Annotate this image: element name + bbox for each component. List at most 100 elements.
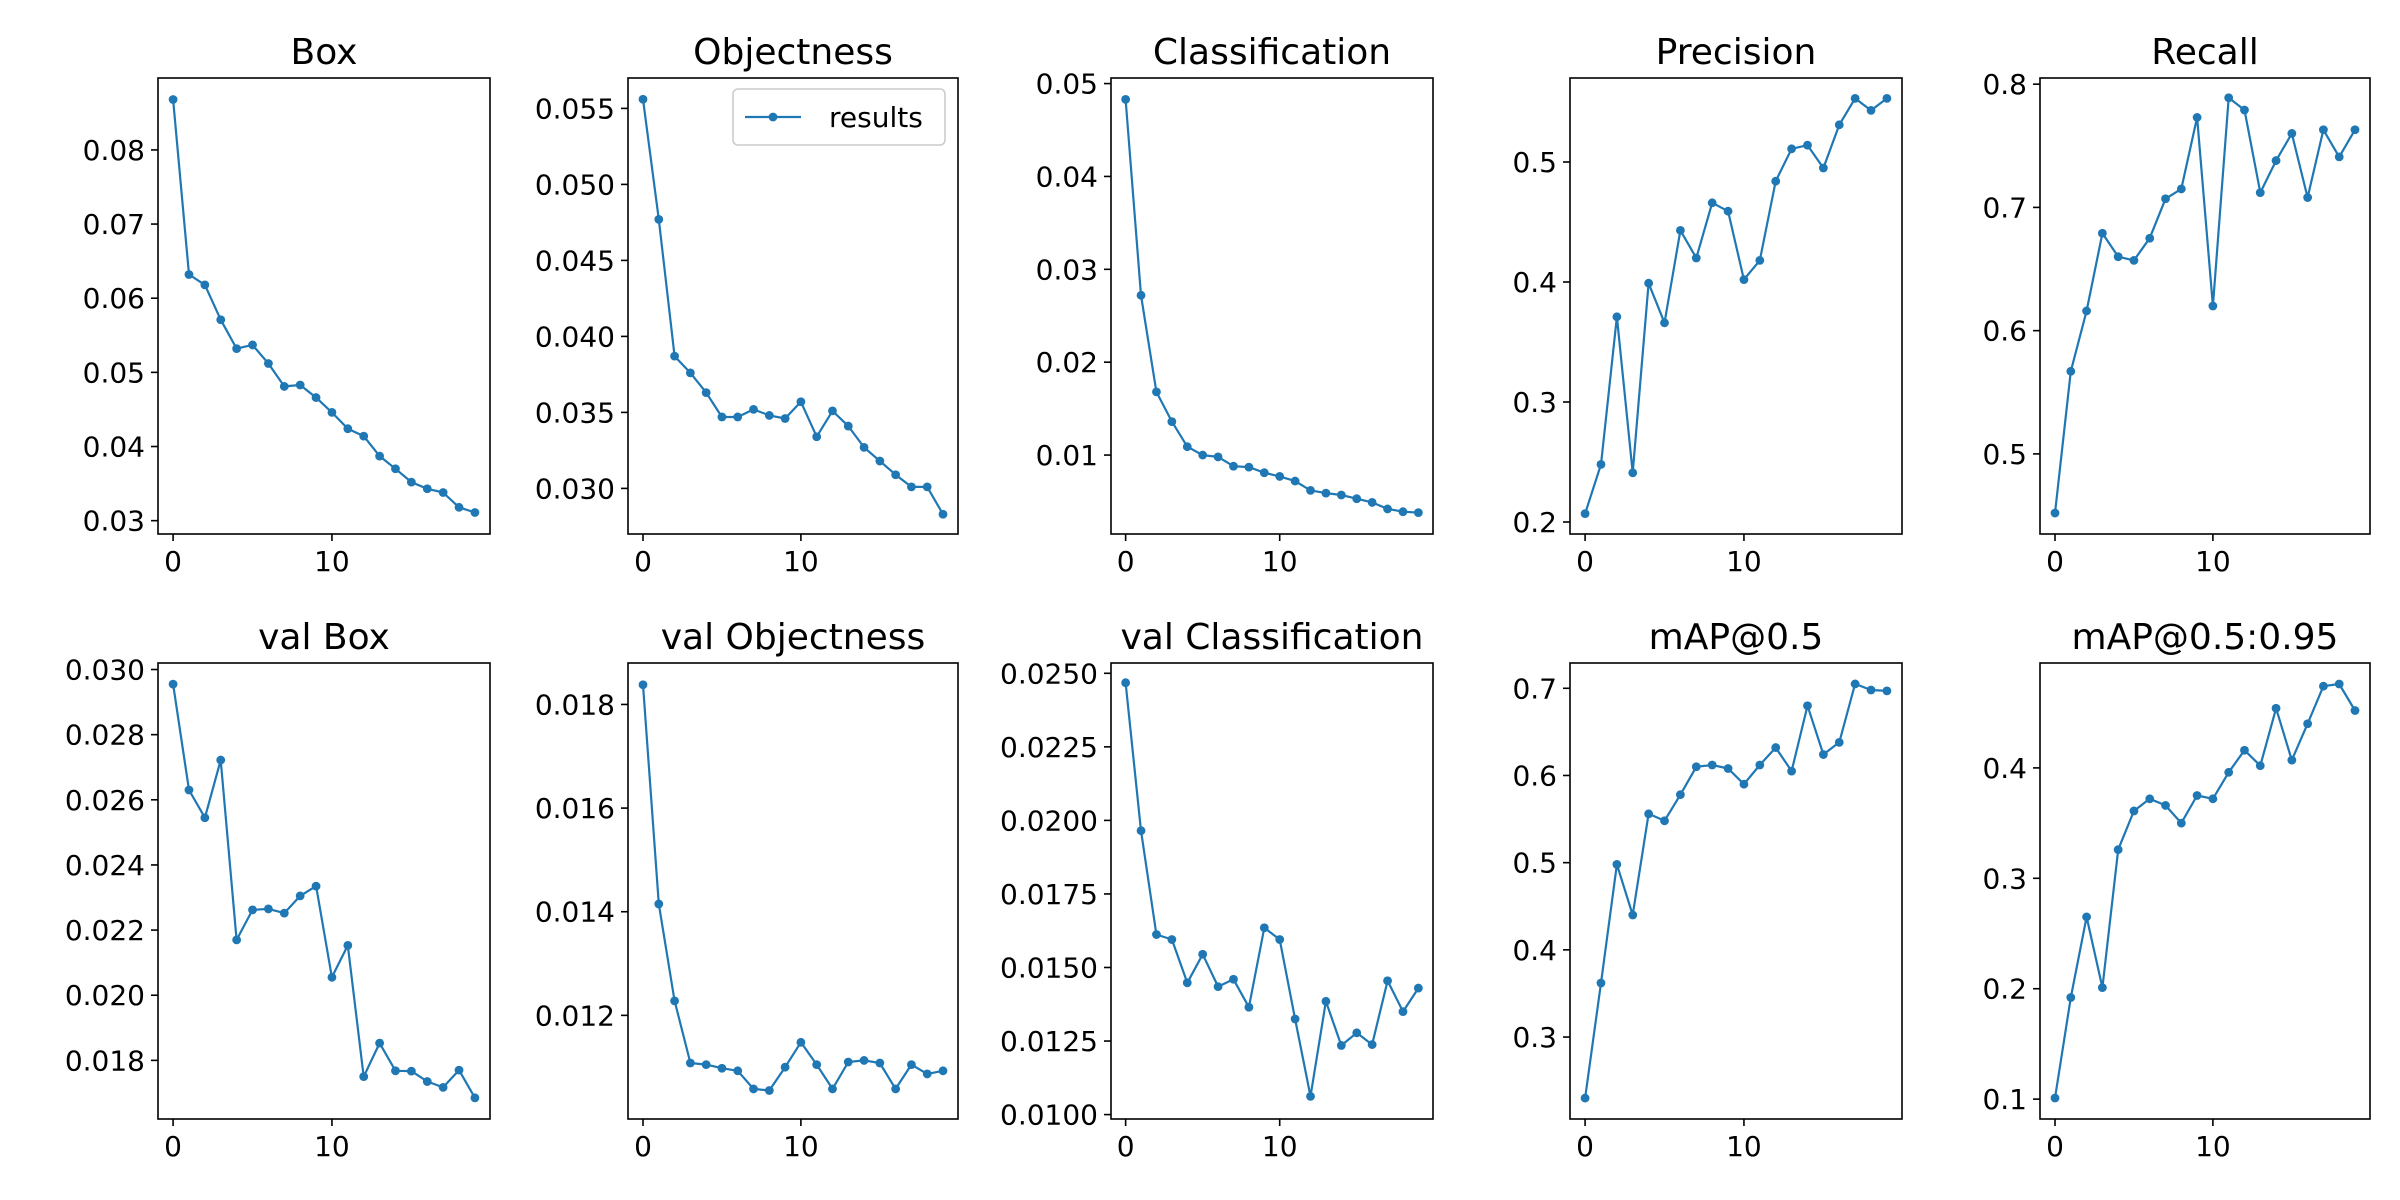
data-point <box>1612 312 1622 322</box>
data-point <box>1306 485 1315 495</box>
y-tick-label: 0.0100 <box>1000 1099 1098 1132</box>
data-point <box>1352 1028 1362 1038</box>
data-point <box>391 1066 400 1076</box>
series-line <box>1124 99 1419 514</box>
data-point <box>654 214 664 224</box>
data-point <box>470 1093 480 1103</box>
data-point <box>311 881 321 891</box>
data-point <box>685 1058 695 1068</box>
data-point <box>733 412 743 422</box>
x-tick-label: 0 <box>1117 1130 1135 1163</box>
y-tick-label: 0.3 <box>1512 386 1557 419</box>
x-tick-label: 10 <box>314 1130 350 1163</box>
axes-frame <box>1569 662 1903 1120</box>
subplot-title: val Objectness <box>661 617 926 658</box>
data-point <box>2050 1093 2060 1103</box>
x-tick-label: 0 <box>1576 1130 1594 1163</box>
subplot-title: Classification <box>1153 32 1391 73</box>
data-point <box>295 380 305 390</box>
axes-frame <box>627 77 959 535</box>
data-point <box>1383 504 1392 514</box>
y-tick-label: 0.3 <box>1512 1021 1557 1054</box>
data-point <box>1244 462 1254 472</box>
data-point <box>1755 760 1765 770</box>
y-tick-label: 0.03 <box>83 505 145 538</box>
y-tick-label: 0.3 <box>1982 862 2027 895</box>
data-point <box>406 1066 416 1076</box>
data-point <box>2271 156 2281 165</box>
data-point <box>2208 301 2218 311</box>
data-point <box>406 477 416 487</box>
data-point <box>1213 452 1223 462</box>
y-tick-label: 0.014 <box>535 896 615 929</box>
subplot-val-classification: val Classification 0.0100 0.0125 0.0150 0.01… <box>1000 617 1434 1163</box>
data-point <box>1367 1040 1377 1049</box>
data-point <box>2208 794 2218 804</box>
data-point <box>1580 509 1590 518</box>
data-point <box>685 368 695 378</box>
data-point <box>1244 1002 1254 1012</box>
data-point <box>1413 508 1423 518</box>
data-point <box>1882 686 1892 696</box>
subplot-title: val Box <box>258 617 390 658</box>
data-point <box>1723 206 1733 216</box>
y-tick-label: 0.04 <box>1036 160 1098 193</box>
y-tick-label: 0.5 <box>1512 847 1557 880</box>
data-point <box>1413 983 1423 993</box>
data-point <box>359 431 369 441</box>
data-point <box>1136 290 1146 300</box>
data-point <box>1367 498 1377 507</box>
subplot-map-0-5: mAP@0.5 0.3 0.4 0.5 0.6 0.7 0 10 <box>1512 617 1903 1163</box>
data-point <box>1275 935 1285 944</box>
y-tick-label: 0.0150 <box>1000 951 1098 984</box>
data-point <box>1290 476 1300 486</box>
data-point <box>1850 94 1860 103</box>
y-tick-label: 0.06 <box>83 282 145 315</box>
data-point <box>922 1069 932 1079</box>
y-tick-label: 0.018 <box>535 688 615 721</box>
data-point <box>717 1063 727 1073</box>
data-point <box>1152 930 1161 939</box>
y-tick-label: 0.1 <box>1982 1083 2027 1116</box>
data-point <box>184 270 194 279</box>
data-point <box>1739 275 1749 284</box>
data-point <box>359 1072 369 1082</box>
y-tick-label: 0.035 <box>535 396 615 429</box>
data-point <box>1321 488 1331 498</box>
data-point <box>1644 278 1654 288</box>
data-point <box>1628 468 1638 478</box>
data-point <box>654 899 664 909</box>
x-tick-label: 10 <box>1726 545 1762 578</box>
data-point <box>1290 1014 1300 1024</box>
data-point <box>1707 198 1717 208</box>
subplot-box: Box 0.03 0.04 0.05 0.06 0.07 0.08 0 10 <box>83 32 491 578</box>
data-point <box>1803 701 1812 711</box>
data-point <box>1834 120 1844 130</box>
data-point <box>2271 703 2281 713</box>
x-tick-label: 0 <box>634 545 652 578</box>
data-point <box>1612 860 1622 869</box>
data-point <box>1259 923 1269 933</box>
data-point <box>1229 461 1238 471</box>
series-line <box>2053 96 2356 514</box>
data-point <box>1596 460 1606 469</box>
axes-frame <box>1110 77 1434 535</box>
data-point <box>1275 472 1285 481</box>
axes-frame <box>1110 662 1434 1120</box>
y-tick-label: 0.030 <box>535 472 615 505</box>
data-point <box>2097 983 2107 993</box>
data-point <box>2192 113 2202 122</box>
data-point <box>2224 93 2234 103</box>
data-point <box>1755 256 1765 265</box>
data-point <box>2303 719 2313 729</box>
data-point <box>1259 468 1269 478</box>
data-point <box>1383 976 1392 986</box>
data-point <box>1676 226 1685 235</box>
data-point <box>1198 949 1208 959</box>
y-tick-label: 0.0175 <box>1000 878 1098 911</box>
y-tick-label: 0.028 <box>65 719 145 752</box>
data-point <box>2129 806 2139 816</box>
y-tick-label: 0.6 <box>1512 759 1557 792</box>
data-point <box>701 1060 711 1069</box>
x-tick-label: 10 <box>1726 1130 1762 1163</box>
